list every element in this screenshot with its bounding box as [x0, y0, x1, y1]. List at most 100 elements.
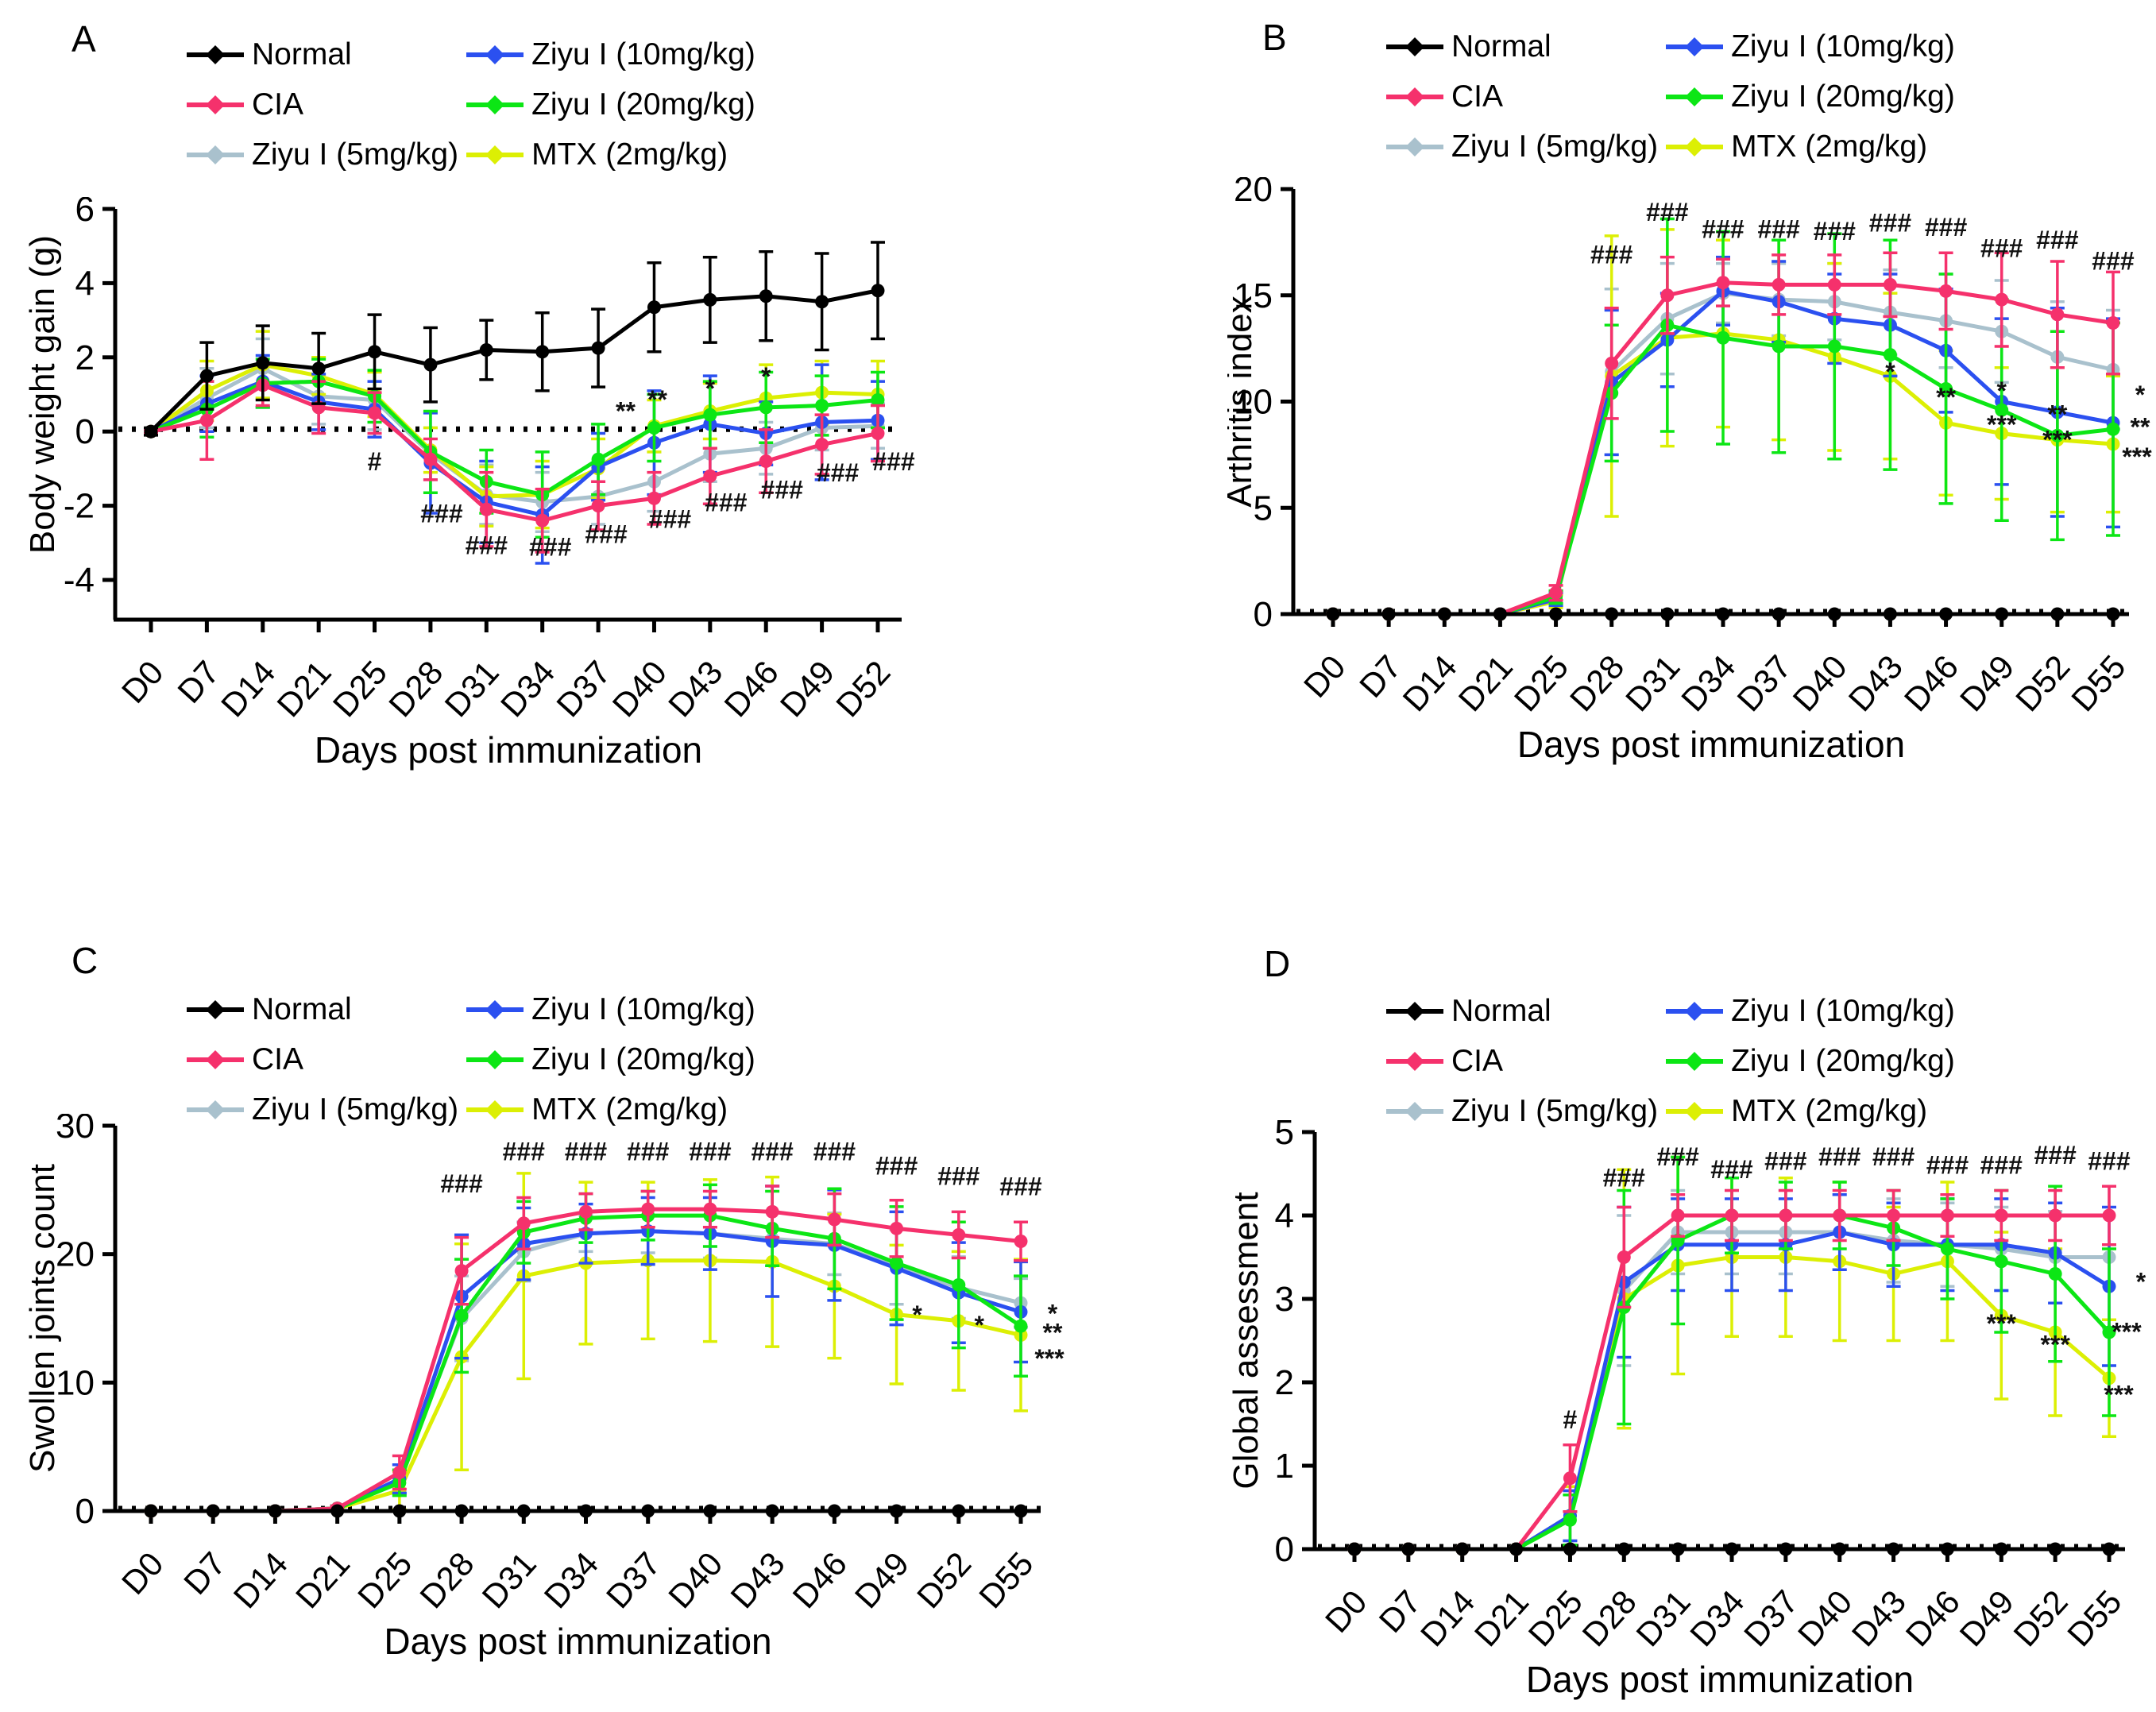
data-point	[1940, 1208, 1954, 1223]
data-point	[479, 502, 493, 516]
significance-annotation: ###	[937, 1161, 980, 1190]
significance-annotation: **	[616, 396, 636, 425]
significance-annotation: ***	[2112, 1318, 2142, 1347]
data-point	[2106, 422, 2120, 436]
data-point	[1994, 1208, 2008, 1223]
significance-annotation: ###	[1872, 1142, 1915, 1171]
series-Ziyu I (20mg/kg)	[144, 357, 885, 539]
legend-marker-line	[187, 1100, 244, 1120]
data-point	[647, 491, 661, 505]
legend-label: Ziyu I (10mg/kg)	[1731, 29, 1955, 64]
x-tick-label: D52	[2006, 1583, 2074, 1654]
data-point	[759, 289, 773, 303]
x-tick-label: D31	[1618, 648, 1687, 719]
significance-annotation: **	[1936, 383, 1956, 412]
data-point	[1509, 1542, 1524, 1556]
data-point	[1887, 1542, 1901, 1556]
data-point	[423, 452, 438, 466]
x-tick-label: D43	[1841, 648, 1910, 719]
data-point	[1995, 607, 2009, 621]
y-tick-label: 20	[1234, 177, 1273, 209]
legend-marker-diamond-icon	[205, 45, 226, 65]
legend-marker-diamond-icon	[1404, 1052, 1425, 1072]
y-tick-label: 2	[1275, 1363, 1294, 1402]
significance-annotation: ###	[705, 489, 748, 517]
data-point	[268, 1504, 282, 1518]
data-point	[1549, 607, 1563, 621]
significance-annotation: *	[705, 374, 716, 403]
data-point	[1605, 607, 1619, 621]
data-point	[1605, 356, 1619, 370]
significance-annotation: ***	[2040, 1330, 2070, 1358]
data-point	[1939, 381, 1953, 396]
significance-annotation: ###	[649, 505, 692, 534]
legend-label: CIA	[252, 1041, 304, 1076]
legend-marker-diamond-icon	[1404, 87, 1425, 107]
data-point	[199, 413, 214, 427]
y-tick-label: 20	[56, 1235, 95, 1274]
y-tick-label: 1	[1275, 1447, 1294, 1486]
y-tick-label: 5	[1254, 489, 1273, 528]
data-point	[2102, 1325, 2116, 1339]
legend-marker-diamond-icon	[1404, 37, 1425, 57]
data-point	[647, 300, 661, 315]
x-tick-label: D25	[326, 654, 394, 725]
significance-annotation: ###	[503, 1138, 546, 1166]
legend-marker-diamond-icon	[485, 1050, 505, 1070]
data-point	[2102, 1208, 2116, 1223]
significance-annotation: *	[761, 362, 771, 391]
y-tick-label: 0	[1275, 1530, 1294, 1569]
data-point	[871, 393, 885, 408]
legend-marker-line	[1386, 37, 1443, 57]
y-tick-label: 4	[1275, 1196, 1294, 1235]
data-point	[516, 1504, 531, 1518]
legend-marker-diamond-icon	[1404, 1102, 1425, 1122]
data-point	[815, 399, 829, 413]
data-point	[703, 1202, 717, 1216]
significance-annotation: ###	[875, 1151, 918, 1180]
significance-annotation: ###	[817, 458, 860, 487]
y-tick-label: 0	[75, 1492, 95, 1531]
data-point	[641, 1504, 655, 1518]
x-tick-label: D21	[269, 654, 338, 725]
x-tick-label: D55	[972, 1545, 1040, 1616]
legend-marker-diamond-icon	[205, 145, 226, 165]
x-tick-label: D14	[226, 1545, 295, 1616]
x-tick-label: D28	[381, 654, 450, 725]
legend-marker-diamond-icon	[1404, 137, 1425, 157]
data-point	[454, 1264, 469, 1278]
legend-marker-line	[1666, 137, 1724, 157]
legend-item: MTX (2mg/kg)	[1666, 129, 1955, 164]
data-point	[1772, 277, 1786, 292]
legend-marker-line	[1386, 1002, 1443, 1022]
significance-annotation: ###	[1710, 1155, 1753, 1184]
legend-marker-diamond-icon	[205, 1050, 226, 1070]
data-point	[1883, 607, 1897, 621]
data-point	[759, 454, 773, 469]
significance-annotation: *	[2136, 1268, 2146, 1297]
significance-annotation: ###	[585, 520, 628, 548]
y-axis-title: Arthritis index	[1227, 296, 1259, 508]
data-point	[871, 427, 885, 441]
data-point	[256, 356, 270, 370]
data-point	[2050, 428, 2065, 442]
x-tick-label: D25	[1507, 648, 1575, 719]
legend: Normal CIA Ziyu I (5mg/kg) Ziyu I (10mg/kg)…	[1386, 994, 1955, 1129]
legend-marker-diamond-icon	[205, 1000, 226, 1020]
x-tick-label: D21	[1467, 1583, 1536, 1654]
data-point	[591, 499, 605, 513]
significance-annotation: ###	[565, 1138, 608, 1166]
data-point	[1716, 276, 1730, 290]
data-point	[641, 1202, 655, 1216]
data-point	[952, 1227, 966, 1242]
data-point	[703, 1504, 717, 1518]
significance-annotation: *	[1885, 357, 1895, 386]
significance-annotation: ***	[1034, 1344, 1064, 1373]
legend-label: MTX (2mg/kg)	[1731, 1093, 1928, 1128]
x-tick-label: D0	[114, 1545, 171, 1602]
series-Normal	[1326, 607, 2120, 621]
legend-label: Ziyu I (20mg/kg)	[1731, 79, 1955, 114]
x-tick-label: D49	[848, 1545, 916, 1616]
significance-annotation: ###	[1926, 1151, 1969, 1180]
significance-annotation: #	[1563, 1405, 1578, 1434]
